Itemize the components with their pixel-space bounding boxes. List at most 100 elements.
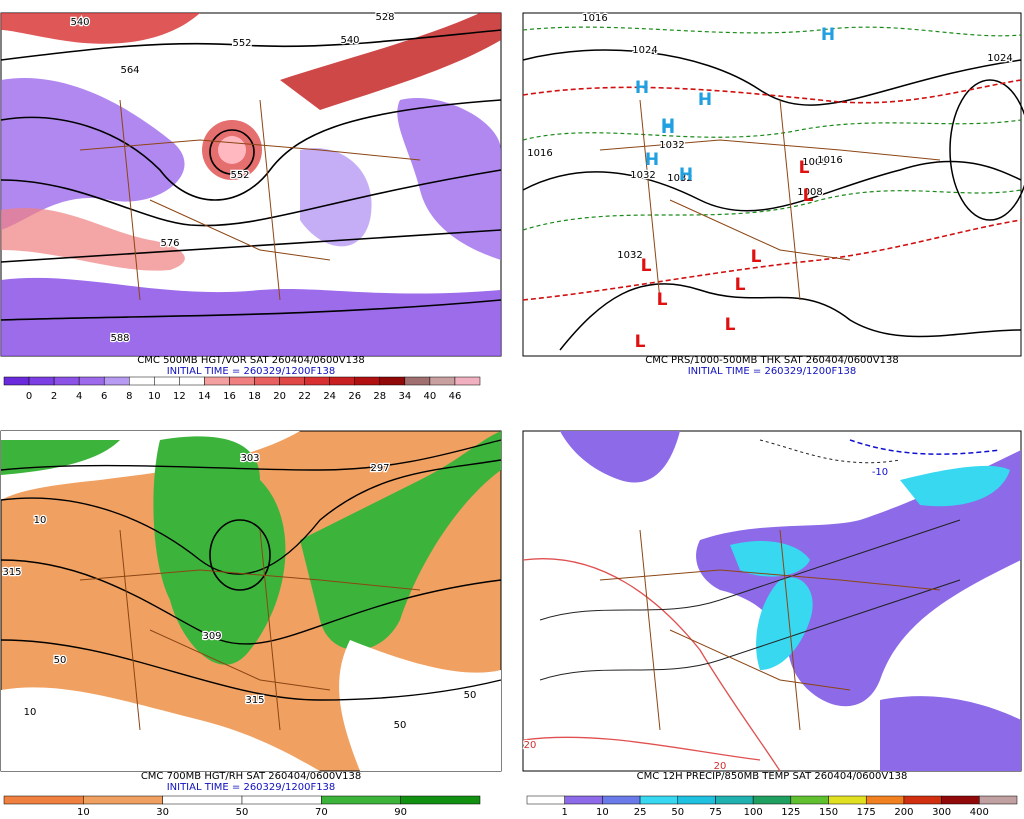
contour-label: 309 — [202, 631, 221, 642]
colorbar-swatch — [454, 376, 481, 386]
panel-2-map — [522, 12, 1024, 357]
colorbar-swatch — [3, 376, 30, 386]
colorbar-swatch — [53, 376, 80, 386]
colorbar-label: 4 — [76, 391, 82, 402]
colorbar-swatch — [129, 376, 155, 386]
colorbar-label: 18 — [248, 391, 261, 402]
contour-label: 552 — [232, 38, 251, 49]
colorbar-label: 12 — [173, 391, 186, 402]
pressure-center: L — [799, 158, 810, 178]
panel-caption: CMC 500MB HGT/VOR SAT 260404/0600V138 — [137, 355, 364, 366]
contour-label: 552 — [230, 170, 249, 181]
colorbar-label: 50 — [236, 807, 249, 818]
colorbar-label: 16 — [223, 391, 236, 402]
contour-label: 50 — [54, 655, 67, 666]
contour-label: 297 — [370, 463, 389, 474]
colorbar-swatch — [404, 376, 431, 386]
contour-label: 1024 — [987, 53, 1012, 64]
colorbar-label: 14 — [198, 391, 211, 402]
colorbar-swatch — [400, 795, 481, 805]
colorbar-label: 30 — [156, 807, 169, 818]
colorbar-label: 50 — [671, 807, 684, 818]
panel-4-map — [522, 430, 1022, 772]
colorbar-label: 10 — [148, 391, 161, 402]
pressure-center: L — [635, 332, 646, 352]
panel-caption: CMC 12H PRECIP/850MB TEMP SAT 260404/060… — [637, 771, 908, 782]
colorbar-swatch — [564, 795, 603, 805]
contour-label: 315 — [245, 695, 264, 706]
colorbar-label: 22 — [298, 391, 311, 402]
contour-label: 1032 — [659, 140, 684, 151]
colorbar-label: 26 — [348, 391, 361, 402]
pressure-center: L — [641, 256, 652, 276]
pressure-center: L — [725, 315, 736, 335]
colorbar-swatch — [865, 795, 905, 805]
contour-label: 1016 — [582, 13, 607, 24]
contour-label: 540 — [70, 17, 89, 28]
colorbar-swatch — [28, 376, 55, 386]
pressure-center: H — [698, 90, 712, 110]
pressure-center: H — [645, 150, 659, 170]
colorbar-label: 10 — [596, 807, 609, 818]
contour-label: 1016 — [817, 155, 842, 166]
colorbar-label: 6 — [101, 391, 107, 402]
colorbar-label: 20 — [273, 391, 286, 402]
colorbar-swatch — [154, 376, 180, 386]
contour-label: 1008 — [802, 157, 827, 168]
panel-caption: CMC 700MB HGT/RH SAT 260404/0600V138 — [141, 771, 361, 782]
contour-label: 576 — [160, 238, 179, 249]
colorbar-swatch — [321, 795, 401, 805]
contour-label: 315 — [2, 567, 21, 578]
contour-label: 1032 — [617, 250, 642, 261]
colorbar-label: 90 — [394, 807, 407, 818]
colorbar-swatch — [103, 376, 130, 386]
pressure-center: L — [657, 290, 668, 310]
contour-label: 1008 — [797, 187, 822, 198]
colorbar-label: 0 — [26, 391, 32, 402]
pressure-center: H — [821, 25, 835, 45]
contour-label: 20 — [524, 740, 537, 751]
init-time: INITIAL TIME = 260329/1200F138 — [167, 366, 336, 377]
contour-label: 10 — [24, 707, 37, 718]
colorbar-label: 8 — [126, 391, 132, 402]
colorbar-label: 34 — [398, 391, 411, 402]
colorbar-label: 46 — [449, 391, 462, 402]
contour-label: 528 — [375, 12, 394, 23]
contour-label: 303 — [240, 453, 259, 464]
colorbar-label: 24 — [323, 391, 336, 402]
colorbar-swatch — [715, 795, 754, 805]
colorbar-swatch — [78, 376, 105, 386]
colorbar-swatch — [602, 795, 641, 805]
colorbar-swatch — [903, 795, 942, 805]
contour-label: 50 — [464, 690, 477, 701]
colorbar-swatch — [254, 376, 280, 386]
colorbar-swatch — [162, 795, 243, 805]
colorbar-swatch — [304, 376, 330, 386]
colorbar-label: 1 — [562, 807, 568, 818]
contour-label: 10 — [34, 515, 47, 526]
contour-label: 20 — [714, 761, 727, 772]
colorbar-swatch — [526, 795, 565, 805]
colorbar-label: 100 — [744, 807, 763, 818]
colorbar-swatch — [229, 376, 255, 386]
pressure-center: H — [661, 116, 675, 136]
contour-label: 1032 — [667, 173, 692, 184]
pressure-center: H — [661, 118, 675, 138]
contour-label: 50 — [394, 720, 407, 731]
colorbar-label: 25 — [634, 807, 647, 818]
colorbar-swatch — [83, 795, 163, 805]
colorbar-swatch — [354, 376, 381, 386]
colorbar-label: 40 — [424, 391, 437, 402]
colorbar-swatch — [241, 795, 322, 805]
colorbar-swatch — [941, 795, 980, 805]
colorbar-swatch — [790, 795, 829, 805]
pressure-center: L — [735, 275, 746, 295]
colorbar-label: 150 — [819, 807, 838, 818]
contour-label: 564 — [120, 65, 139, 76]
pressure-center: H — [679, 165, 693, 185]
colorbar-swatch — [204, 376, 230, 386]
contour-label: 1024 — [632, 45, 657, 56]
colorbar-swatch — [828, 795, 867, 805]
pressure-center: L — [751, 247, 762, 267]
colorbar-swatch — [279, 376, 305, 386]
